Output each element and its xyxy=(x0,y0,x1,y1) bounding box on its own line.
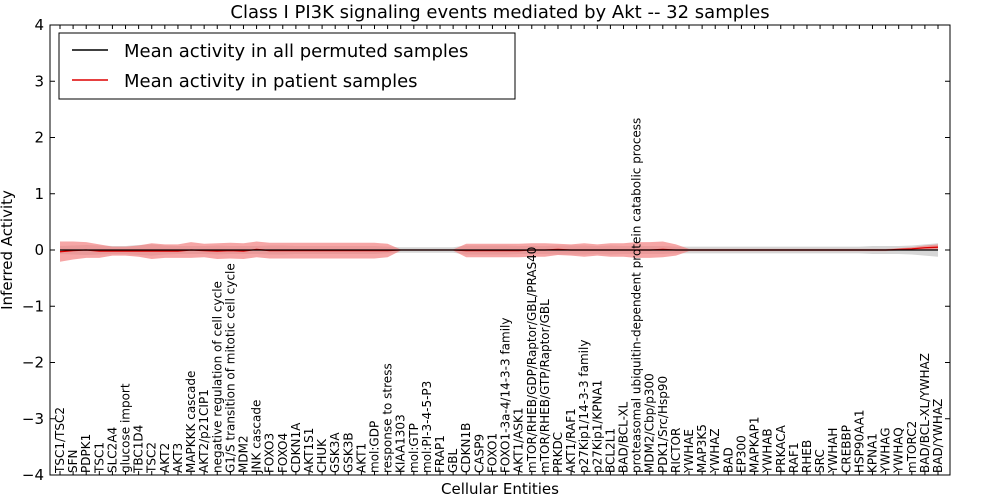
x-tick-label: YWHAQ xyxy=(892,427,906,474)
x-tick-label: AKT2 xyxy=(158,443,172,473)
x-tick-label: AKT3 xyxy=(171,443,185,473)
plot-frame xyxy=(49,24,951,476)
x-tick-label: proteasomal ubiquitin-dependent protein … xyxy=(630,118,644,473)
x-tick-label: AKT1 xyxy=(354,443,368,473)
y-tick-label: −3 xyxy=(22,410,44,428)
x-tick-label: JNK cascade xyxy=(250,400,264,474)
x-tick-label: MAP3K5 xyxy=(695,424,709,473)
x-tick-label: SFN xyxy=(66,450,80,474)
x-tick-label: BAD/YWHAZ xyxy=(931,399,945,473)
x-tick-label: CASP9 xyxy=(472,434,486,473)
legend-label-permuted: Mean activity in all permuted samples xyxy=(124,41,468,62)
x-tick-label: YWHAE xyxy=(682,429,696,474)
x-tick-label: p27Kip1/KPNA1 xyxy=(590,380,604,473)
x-tick-label: FOXO3 xyxy=(263,433,277,473)
y-tick-label: 4 xyxy=(34,16,44,34)
y-tick-label: 0 xyxy=(34,241,44,259)
y-tick-label: −1 xyxy=(22,297,44,315)
x-tick-label: mol:GTP xyxy=(407,423,421,473)
x-tick-label: SLC2A4 xyxy=(105,427,119,473)
x-tick-label: glucose import xyxy=(119,383,133,473)
x-tick-label: AKT1/ASK1 xyxy=(512,408,526,473)
x-tick-label: PDPK1 xyxy=(79,434,93,473)
x-tick-label: SRC xyxy=(813,449,827,473)
x-tick-label: mol:GDP xyxy=(368,421,382,473)
y-tick-label: 1 xyxy=(34,185,44,203)
y-tick-label: −2 xyxy=(22,354,44,372)
x-tick-label: EP300 xyxy=(734,435,748,473)
x-tick-label: RHEB xyxy=(800,440,814,473)
x-tick-label: G1/S transition of mitotic cell cycle xyxy=(223,263,237,473)
x-tick-label: FRAP1 xyxy=(433,435,447,473)
x-tick-label: PDK1/Src/Hsp90 xyxy=(656,376,670,473)
x-tick-label: KPNA1 xyxy=(865,433,879,473)
x-tick-label: MDM2 xyxy=(236,435,250,473)
x-tick-label: mTOR/RHEB/GTP/Raptor/GBL xyxy=(538,299,552,473)
x-tick-label: CHUK xyxy=(315,438,329,473)
x-tick-label: TSC1/TSC2 xyxy=(53,407,67,474)
x-tick-label: YWHAZ xyxy=(708,428,722,474)
x-tick-label: GSK3B xyxy=(341,432,355,473)
x-tick-label: mTORC2 xyxy=(905,421,919,473)
legend: Mean activity in all permuted samples Me… xyxy=(58,32,516,100)
x-tick-label: BAD xyxy=(721,447,735,473)
plot-area xyxy=(59,241,939,262)
x-axis: TSC1/TSC2 SFN PDPK1 TSC1 SLC2A4 glucose impor… xyxy=(53,25,945,475)
y-axis-label: Inferred Activity xyxy=(0,190,16,310)
x-tick-label: response to stress xyxy=(381,363,395,473)
x-tick-label: AKT2/p21CIP1 xyxy=(197,389,211,473)
x-tick-label: AKT1/RAF1 xyxy=(564,408,578,473)
legend-box xyxy=(58,32,516,100)
x-tick-label: KIAA1303 xyxy=(394,414,408,473)
x-tick-label: CREBBP xyxy=(839,425,853,473)
x-tick-label: BCL2L1 xyxy=(603,428,617,473)
y-tick-label: 2 xyxy=(34,129,44,147)
x-tick-label: MDM2/Cbp/p300 xyxy=(643,373,657,473)
x-tick-label: TSC2 xyxy=(145,442,159,474)
x-tick-label: PRKACA xyxy=(774,424,788,473)
x-tick-label: GSK3A xyxy=(328,432,342,473)
x-tick-label: FOXO4 xyxy=(276,433,290,473)
x-tick-label: AKT1S1 xyxy=(302,428,316,473)
x-tick-label: BAD/BCL-XL/YWHAZ xyxy=(918,353,932,473)
x-tick-label: MAPKKK cascade xyxy=(184,371,198,473)
x-tick-label: mTOR/RHEB/GDP/Raptor/GBL/PRAS40 xyxy=(525,247,539,473)
x-tick-label: YWHAG xyxy=(879,427,893,474)
x-tick-label: GBL xyxy=(446,448,460,473)
band-patient xyxy=(60,241,938,262)
x-tick-label: CDKN1B xyxy=(459,423,473,473)
x-tick-label: TSC1 xyxy=(92,442,106,474)
x-tick-label: FOXO1-3a-4/14-3-3 family xyxy=(499,318,513,474)
y-axis: −4 −3 −2 −1 0 1 2 3 4 xyxy=(22,16,950,484)
x-tick-label: p27Kip1/14-3-3 family xyxy=(577,340,591,473)
chart-title: Class I PI3K signaling events mediated b… xyxy=(230,2,769,23)
x-tick-label: BAD/BCL-XL xyxy=(616,401,630,473)
x-tick-label: RAF1 xyxy=(787,442,801,473)
x-tick-label: PRKDC xyxy=(551,432,565,473)
x-tick-label: mol:PI-3-4-5-P3 xyxy=(420,381,434,473)
y-tick-label: −4 xyxy=(22,466,44,484)
x-axis-label: Cellular Entities xyxy=(441,480,559,498)
x-tick-label: RICTOR xyxy=(669,428,683,473)
x-tick-label: MAPKAP1 xyxy=(748,416,762,473)
x-tick-label: negative regulation of cell cycle xyxy=(210,281,224,473)
x-tick-label: HSP90AA1 xyxy=(852,409,866,473)
x-tick-label: TBC1D4 xyxy=(132,425,146,474)
x-tick-label: CDKN1A xyxy=(289,422,303,473)
x-tick-label: FOXO1 xyxy=(485,433,499,473)
legend-label-patient: Mean activity in patient samples xyxy=(124,71,418,92)
x-tick-label: YWHAH xyxy=(826,428,840,474)
y-tick-label: 3 xyxy=(34,72,44,90)
x-tick-label: YWHAB xyxy=(761,428,775,474)
